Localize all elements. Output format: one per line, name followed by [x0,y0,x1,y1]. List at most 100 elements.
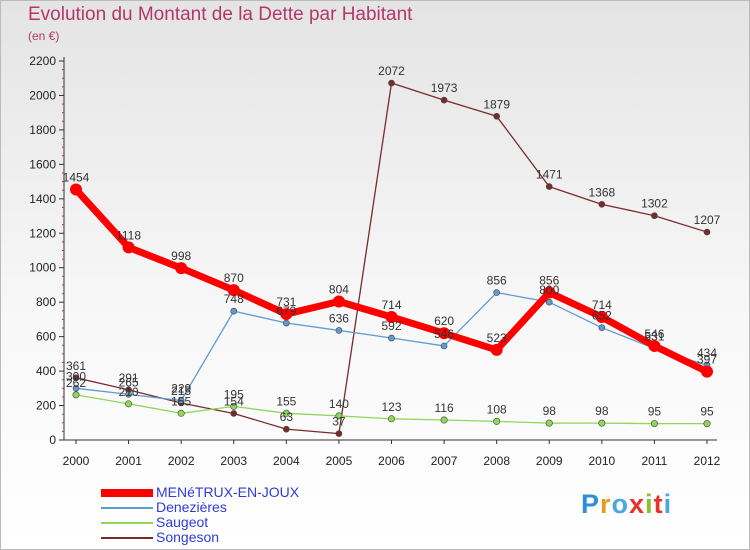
data-label: 215 [171,384,191,398]
data-label: 63 [280,410,294,424]
data-label: 155 [171,394,191,408]
data-point [388,79,395,87]
legend-swatch [101,537,153,539]
data-point [648,339,661,352]
logo-letter: o [611,489,630,519]
data-point [598,419,606,427]
data-label: 1454 [63,171,90,185]
data-label: 998 [171,249,191,263]
data-label: 2072 [378,64,405,78]
logo-letter: t [653,489,664,519]
data-point [72,374,80,382]
x-tick-label: 2012 [694,454,721,468]
data-label: 620 [434,314,454,328]
data-point [385,310,398,323]
x-tick-label: 2002 [168,454,195,468]
series-lines [70,79,713,437]
data-label: 800 [539,283,559,297]
data-label: 397 [697,353,717,367]
data-point [283,425,290,433]
series-line [72,186,711,376]
chart-subtitle: (en €) [28,29,60,43]
logo-letter: r [600,489,612,519]
y-tick-label: 0 [49,433,56,447]
data-label: 300 [66,369,86,383]
data-label: 262 [66,376,86,390]
x-tick-label: 2011 [642,454,668,468]
data-label: 531 [644,330,664,344]
data-label: 856 [539,274,559,288]
data-label: 1471 [536,168,563,182]
data-point [493,112,500,120]
data-label: 870 [224,271,244,285]
data-label: 210 [119,385,139,399]
x-tick-label: 2001 [115,454,142,468]
data-label: 546 [434,327,454,341]
data-point [335,412,343,420]
legend-label: Saugeot [156,514,209,530]
data-point [440,96,448,104]
data-label: 592 [381,319,401,333]
data-label: 123 [381,400,401,414]
data-label: 434 [697,346,717,360]
data-point [175,262,188,275]
legend-label: Denezières [156,499,227,515]
data-point [545,298,553,306]
logo-letter: x [629,489,646,519]
data-point [332,295,345,308]
data-label: 95 [648,405,662,419]
data-point [493,417,501,425]
data-point [545,183,553,190]
data-point [227,284,240,297]
data-point [438,327,451,340]
legend-label: MENéTRUX-EN-JOUX [156,484,300,500]
data-point [651,212,658,220]
y-tick-label: 2200 [29,54,56,68]
data-point [545,419,553,427]
data-label: 1302 [641,197,668,211]
data-point [335,327,343,334]
legend-swatch [101,489,153,497]
data-label: 804 [329,282,349,296]
data-point [230,410,238,417]
y-tick-label: 1200 [29,226,56,240]
data-label: 98 [543,404,557,418]
data-point [387,415,395,423]
legend-swatch [101,522,153,524]
data-label: 154 [224,394,244,408]
data-point [280,308,293,321]
data-point [440,342,448,350]
data-point [70,183,82,196]
data-point [701,365,713,378]
x-tick-label: 2006 [378,454,405,468]
y-tick-label: 200 [36,399,56,413]
chart-title: Evolution du Montant de la Dette par Hab… [28,4,413,25]
axes: 0 200 400 600 800 1000 1200 1400 1600 1800 2000 220… [29,54,720,468]
data-point [703,228,711,236]
data-point [650,420,658,428]
x-tick-label: 2004 [273,454,300,468]
data-label: 546 [644,327,664,341]
data-label: 1879 [483,97,510,111]
data-labels: 361 291 215 154 63 37 2072 1973 1879 1471 1368 1302… [63,64,721,429]
data-point [282,409,290,417]
data-label: 1973 [431,81,458,95]
data-label: 731 [276,295,296,309]
y-tick-label: 800 [36,295,56,309]
data-label: 108 [487,402,507,416]
y-tick-label: 1800 [29,123,56,137]
data-point [595,310,608,323]
data-point [335,430,343,437]
data-label: 523 [487,331,507,345]
data-point [388,334,395,342]
data-label: 155 [276,394,296,408]
data-label: 291 [119,371,139,385]
data-point [230,307,238,315]
y-tick-label: 2000 [29,88,56,102]
data-label: 195 [224,387,244,401]
legend-swatch [101,507,153,509]
y-tick-label: 1600 [29,157,56,171]
data-label: 1207 [694,213,721,227]
